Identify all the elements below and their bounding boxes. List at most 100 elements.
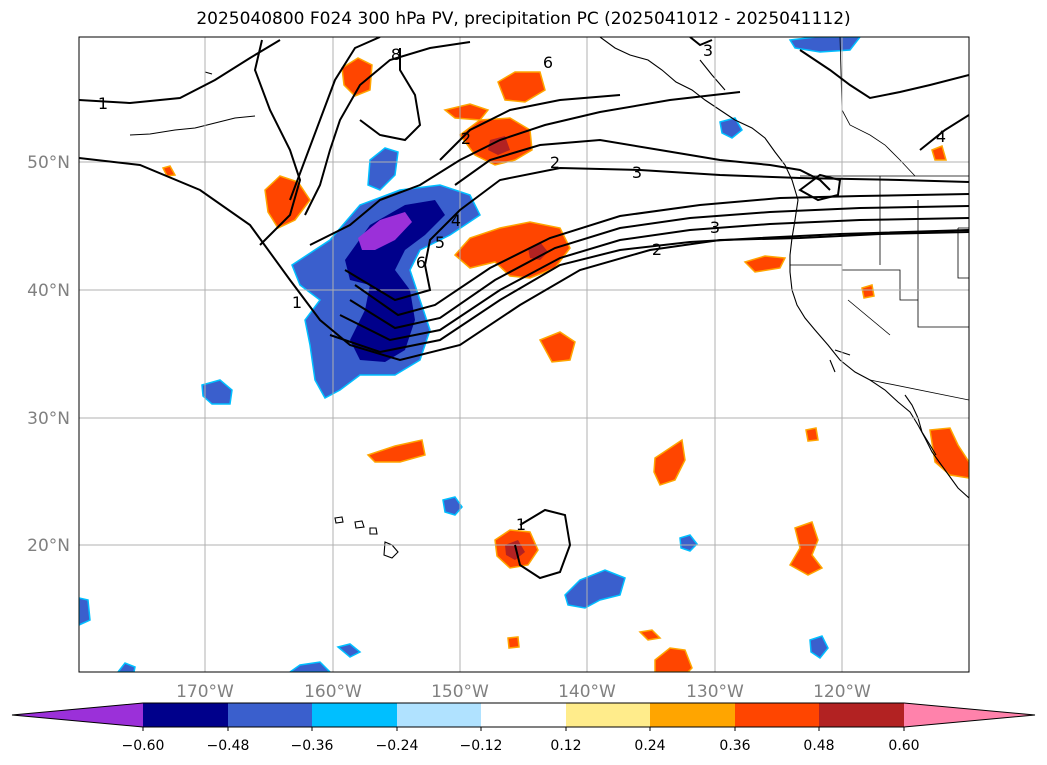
negative-precip-area: [288, 661, 332, 672]
lon-label: 120°W: [813, 682, 871, 702]
positive-precip-area: [507, 636, 520, 649]
contour-label: 2: [652, 240, 662, 259]
contour-label: 1: [516, 515, 526, 534]
colorbar-tick-label: −0.12: [460, 738, 503, 754]
lon-label: 130°W: [686, 682, 744, 702]
colorbar-segment: [143, 703, 228, 727]
colorbar-segment: [566, 703, 650, 727]
lat-label: 30°N: [27, 409, 70, 429]
contour-label: 3: [703, 41, 713, 60]
negative-precip-area: [201, 379, 233, 405]
contour-label: 4: [451, 211, 461, 230]
positive-precip-area: [931, 144, 947, 161]
pv-contour-3: [799, 49, 969, 100]
pv-contour-3: [454, 138, 831, 191]
colorbar-tick-label: 0.60: [888, 738, 919, 754]
colorbar-segment: [312, 703, 397, 727]
pv-contour-3: [689, 37, 713, 47]
positive-precip-area: [861, 284, 875, 299]
colorbar-tick-label: −0.48: [207, 738, 250, 754]
lon-label: 170°W: [176, 682, 234, 702]
contour-label: 2: [550, 153, 560, 172]
colorbar-segment: [397, 703, 481, 727]
lon-label: 160°W: [304, 682, 362, 702]
colorbar-segment: [650, 703, 735, 727]
pv-contour-6: [344, 166, 969, 302]
pv-contour-4: [919, 114, 969, 151]
positive-precip-area: [929, 427, 969, 479]
positive-precip-area: [638, 629, 662, 641]
negative-precip-area: [367, 147, 399, 191]
positive-precip-area: [743, 255, 787, 273]
positive-precip-max: [488, 136, 510, 155]
contour-label: 6: [416, 253, 426, 272]
contour-label: 5: [435, 233, 445, 252]
colorbar-segment: [735, 703, 819, 727]
pv-contour-2: [798, 173, 842, 202]
lat-label: 20°N: [27, 536, 70, 556]
map-title: 2025040800 F024 300 hPa PV, precipitatio…: [196, 9, 851, 29]
colorbar-tick-label: 0.48: [803, 738, 834, 754]
positive-precip-area: [161, 165, 177, 177]
pv-contour-2: [253, 39, 302, 246]
pv-contour-3: [289, 37, 381, 201]
contour-label: 1: [292, 293, 302, 312]
contour-label: 3: [632, 163, 642, 182]
longitude-labels: 170°W 160°W 150°W 140°W 130°W 120°W: [176, 682, 871, 702]
contour-label: 2: [461, 129, 471, 148]
colorbar-tick-label: 0.24: [634, 738, 665, 754]
colorbar-tick-label: −0.36: [291, 738, 334, 754]
contour-label: 3: [710, 218, 720, 237]
negative-precip-area: [442, 496, 463, 516]
colorbar-tick-label: −0.60: [122, 738, 165, 754]
negative-precip-area: [79, 597, 91, 626]
colorbar-tick-label: −0.24: [376, 738, 419, 754]
lat-label: 50°N: [27, 153, 70, 173]
negative-precip-area: [809, 635, 829, 660]
positive-precip-area: [366, 439, 426, 463]
contour-label: 6: [543, 53, 553, 72]
pv-contour-2: [439, 94, 621, 161]
negative-precip-max: [358, 212, 412, 250]
lon-label: 150°W: [431, 682, 489, 702]
colorbar-tick-label: 0.36: [719, 738, 750, 754]
lat-label: 40°N: [27, 281, 70, 301]
pv-contour-5: [354, 193, 969, 317]
colorbar-segment: [819, 703, 904, 727]
negative-precip-area: [679, 534, 698, 552]
positive-precip-area: [443, 103, 490, 121]
pv-contour-1: [514, 508, 572, 580]
pv-contour-8: [359, 48, 422, 142]
lon-label: 140°W: [558, 682, 616, 702]
pv-contour-4: [349, 205, 969, 330]
positive-precip-area: [264, 175, 311, 229]
positive-precip-area: [653, 438, 686, 486]
coastlines: [129, 37, 969, 559]
colorbar-segment: [228, 703, 312, 727]
positive-precip-area: [805, 427, 819, 442]
contour-label: 1: [98, 94, 108, 113]
map-frame: [78, 36, 970, 673]
negative-precip-area: [336, 643, 362, 658]
colorbar-tick-label: 0.12: [550, 738, 581, 754]
positive-precip-area: [538, 331, 576, 363]
positive-precip-area: [497, 71, 546, 103]
negative-precip-area: [564, 569, 626, 609]
pv-contours: [79, 37, 969, 580]
negative-precip-area: [117, 662, 136, 672]
pv-contour-2: [329, 229, 969, 354]
pv-contour-4: [304, 41, 471, 216]
contour-labels: 1 1 1 2 2 2 3 3 3 4 4 5 6 6 8: [98, 41, 946, 534]
colorbar: −0.60 −0.48 −0.36 −0.24 −0.12 0.12 0.24 …: [11, 702, 1036, 754]
colorbar-extend-left: [12, 703, 143, 727]
contour-label: 4: [936, 127, 946, 146]
pv-contour-3: [339, 217, 969, 342]
contour-label: 8: [391, 45, 401, 64]
latitude-labels: 50°N 40°N 30°N 20°N: [27, 153, 70, 556]
pv-contour-1: [79, 39, 281, 105]
colorbar-extend-right: [904, 703, 1035, 727]
positive-precip-area: [788, 521, 824, 576]
colorbar-ticks: [142, 727, 905, 731]
positive-precip-area: [341, 57, 373, 97]
